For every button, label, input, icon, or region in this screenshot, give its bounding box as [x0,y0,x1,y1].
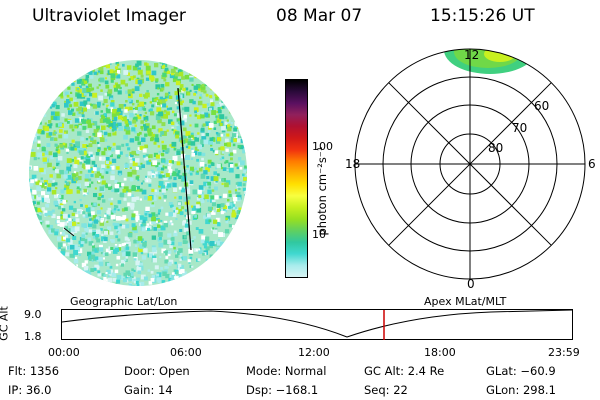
gc-altitude: GC Alt: 2.4 Re [364,364,445,378]
timeline-frame [61,309,573,340]
mlt-label-0: 0 [467,277,475,291]
colorbar-unit-label: photon cm⁻²s⁻¹ [315,146,329,236]
uv-image-disk [29,60,247,286]
ip-value: IP: 36.0 [8,383,52,397]
timeline-left-label: Geographic Lat/Lon [70,295,178,308]
timeline-xtick-0: 00:00 [48,346,80,359]
timeline-right-label: Apex MLat/MLT [424,295,507,308]
polar-plot: 12 18 6 0 60 70 80 [345,48,596,291]
colorbar-tick-10: 10 [312,228,326,241]
sequence-number: Seq: 22 [364,383,408,397]
geographic-latitude: GLat: −60.9 [486,364,556,378]
terminator-line [177,87,192,251]
mlt-label-18: 18 [345,157,360,171]
dsp-value: Dsp: −168.1 [246,383,319,397]
timeline-xtick-4: 23:59 [548,346,580,359]
mlt-label-6: 6 [588,157,596,171]
timeline-axis-title: GC Alt [0,306,11,341]
mode-value: Mode: Normal [246,364,327,378]
timeline-ytick-bottom: 1.8 [24,330,42,343]
altitude-timeline-plot [61,309,573,340]
timeline-xtick-3: 18:00 [424,346,456,359]
timeline-ytick-top: 9.0 [24,308,42,321]
altitude-curve [61,309,573,338]
lat-label-60: 60 [534,99,549,113]
instrument-title: Ultraviolet Imager [32,6,186,26]
time-label: 15:15:26 UT [430,6,535,26]
colorbar-gradient [286,80,307,277]
lat-label-70: 70 [512,121,527,135]
flight-number: Flt: 1356 [8,364,60,378]
lat-label-80: 80 [488,141,503,155]
geographic-longitude: GLon: 298.1 [486,383,556,397]
colorbar-tick-100: 100 [312,140,333,153]
mlt-label-12: 12 [464,48,479,62]
timeline-xtick-1: 06:00 [170,346,202,359]
date-label: 08 Mar 07 [276,6,363,26]
coastline-fragment [63,227,75,237]
mlt-line-diag-2 [388,82,552,246]
door-status: Door: Open [124,364,190,378]
gain-value: Gain: 14 [124,383,173,397]
colorbar [285,79,308,278]
uv-emission-pixels [29,60,247,286]
timeline-xtick-2: 12:00 [298,346,330,359]
